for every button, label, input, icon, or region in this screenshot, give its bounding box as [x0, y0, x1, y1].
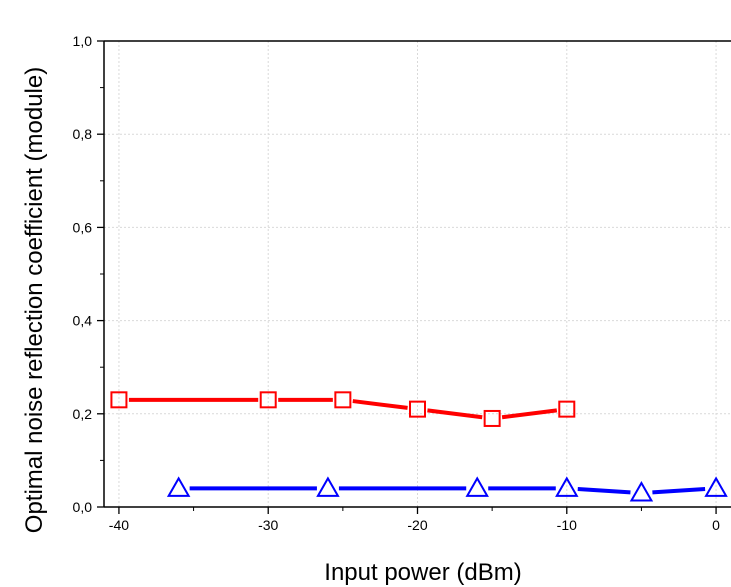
- series-line-segment: [352, 399, 408, 410]
- x-tick-label: -30: [258, 517, 278, 533]
- x-tick-label: -20: [407, 517, 427, 533]
- data-point-square: [483, 409, 501, 427]
- data-point-triangle: [316, 476, 340, 497]
- x-tick-label: -10: [557, 517, 577, 533]
- series-line-segment: [577, 487, 631, 495]
- series-triangle: [166, 476, 728, 502]
- data-point-square: [110, 391, 128, 409]
- y-tick-label: 0,0: [73, 499, 93, 515]
- data-point-triangle: [555, 476, 579, 497]
- series-line-segment: [501, 408, 558, 420]
- data-point-square: [259, 391, 277, 409]
- x-axis-title: Input power (dBm): [324, 559, 521, 586]
- data-point-square: [334, 391, 352, 409]
- series-square: [110, 391, 576, 427]
- data-point-triangle: [166, 476, 191, 497]
- x-tick-label: 0: [712, 517, 720, 533]
- ticks: -40 -30 -20 -10 0 0,0 0,2 0,4 0,6 0,8 1,0: [73, 33, 721, 533]
- y-tick-label: 0,6: [73, 219, 93, 235]
- series-line-segment: [652, 487, 706, 495]
- grid: [104, 41, 731, 507]
- data-point-square: [409, 400, 426, 418]
- y-tick-label: 0,8: [73, 126, 93, 142]
- data-point-triangle: [465, 476, 489, 497]
- y-tick-label: 0,4: [73, 313, 93, 329]
- x-tick-label: -40: [109, 517, 129, 533]
- y-tick-label: 1,0: [73, 33, 93, 49]
- series-line-segment: [427, 408, 483, 420]
- y-tick-label: 0,2: [73, 406, 93, 422]
- series-group: [110, 391, 728, 502]
- y-axis-title: Optimal noise reflection coefficient (mo…: [21, 67, 48, 533]
- data-point-square: [558, 400, 576, 418]
- data-point-triangle: [704, 476, 728, 497]
- data-point-triangle: [629, 481, 654, 502]
